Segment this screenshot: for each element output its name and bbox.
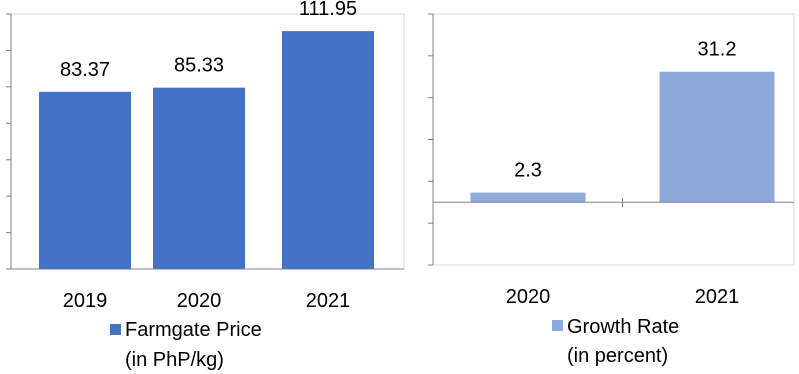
right-bar-2021 [659,71,775,203]
right-data-label: 2.3 [514,160,542,182]
right-y-axis [428,13,434,266]
left-data-label: 83.37 [60,59,110,81]
left-y-axis [6,13,12,270]
left-category-label: 2021 [306,290,351,312]
growth-rate-chart: 2.3 31.2 2020 2021 Growth Rate (in percent… [428,13,795,367]
right-category-labels: 2020 2021 [506,286,740,308]
left-legend-line1: Farmgate Price [125,319,262,341]
right-category-label: 2021 [695,286,740,308]
right-legend: Growth Rate (in percent) [552,316,679,367]
right-category-label: 2020 [506,286,551,308]
farmgate-price-chart: 83.37 85.33 111.95 2019 2020 2021 Farmgate P… [6,0,405,371]
left-data-label: 111.95 [299,0,357,20]
left-bar-2020 [153,87,245,269]
left-data-labels: 83.37 85.33 111.95 [60,0,357,81]
left-category-label: 2019 [63,290,108,312]
right-legend-swatch [552,320,563,331]
right-bar-2020 [470,192,586,203]
right-data-labels: 2.3 31.2 [514,39,736,182]
left-bar-2021 [282,31,374,270]
right-legend-line2: (in percent) [567,345,668,367]
right-legend-line1: Growth Rate [567,316,679,338]
right-data-label: 31.2 [698,39,737,61]
right-bars [470,71,775,203]
left-category-labels: 2019 2020 2021 [63,290,351,312]
left-data-label: 85.33 [174,55,224,77]
left-legend: Farmgate Price (in PhP/kg) [110,319,262,371]
left-legend-swatch [110,324,121,335]
left-category-label: 2020 [177,290,222,312]
left-bar-2019 [39,91,131,270]
left-legend-line2: (in PhP/kg) [125,349,224,371]
left-bars [39,31,374,270]
